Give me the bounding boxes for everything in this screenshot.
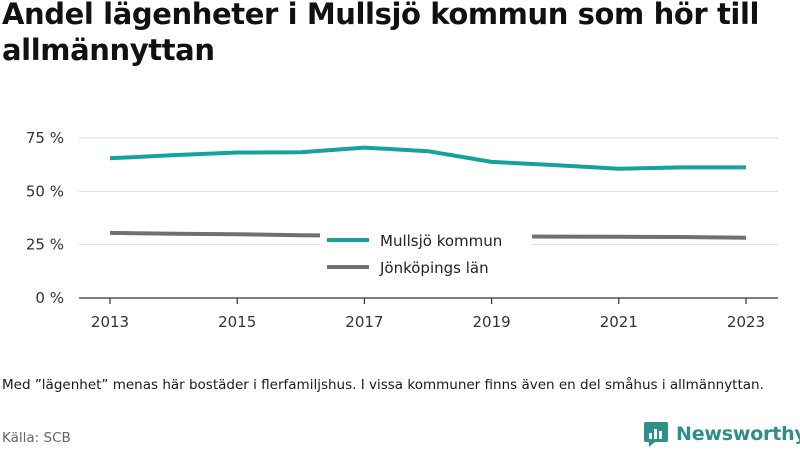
y-tick-label: 25 % <box>26 236 64 254</box>
y-tick-label: 0 % <box>35 289 64 307</box>
x-tick-label: 2015 <box>218 313 256 331</box>
y-tick-label: 50 % <box>26 182 64 200</box>
footnote: Med ”lägenhet” menas här bostäder i fler… <box>2 377 764 393</box>
y-axis-ticks: 0 % 25 % 50 % 75 % <box>26 129 64 307</box>
series-lines <box>109 145 747 240</box>
x-tick-label: 2019 <box>473 313 511 331</box>
newsworthy-logo-icon <box>644 422 668 447</box>
chart-title: Andel lägenheter i Mullsjö kommun som hö… <box>2 0 760 67</box>
source-text: Källa: SCB <box>2 430 71 446</box>
y-tick-label: 75 % <box>26 129 64 147</box>
legend: Mullsjö kommun Jönköpings län <box>320 226 532 282</box>
legend-label: Jönköpings län <box>379 259 489 277</box>
brand-name: Newsworthy <box>676 423 800 445</box>
series-line-mullsjo <box>109 145 746 171</box>
x-tick-label: 2021 <box>600 313 638 331</box>
legend-label: Mullsjö kommun <box>380 232 502 250</box>
legend-background <box>320 226 532 282</box>
x-tick-label: 2023 <box>727 313 765 331</box>
line-chart: 0 % 25 % 50 % 75 % 2013 2015 2017 2019 2021 2023… <box>26 129 778 331</box>
x-tick-label: 2017 <box>345 313 383 331</box>
x-axis: 2013 2015 2017 2019 2021 2023 <box>79 297 778 331</box>
newsworthy-logo[interactable]: Newsworthy <box>643 419 800 449</box>
x-tick-label: 2013 <box>91 313 129 331</box>
